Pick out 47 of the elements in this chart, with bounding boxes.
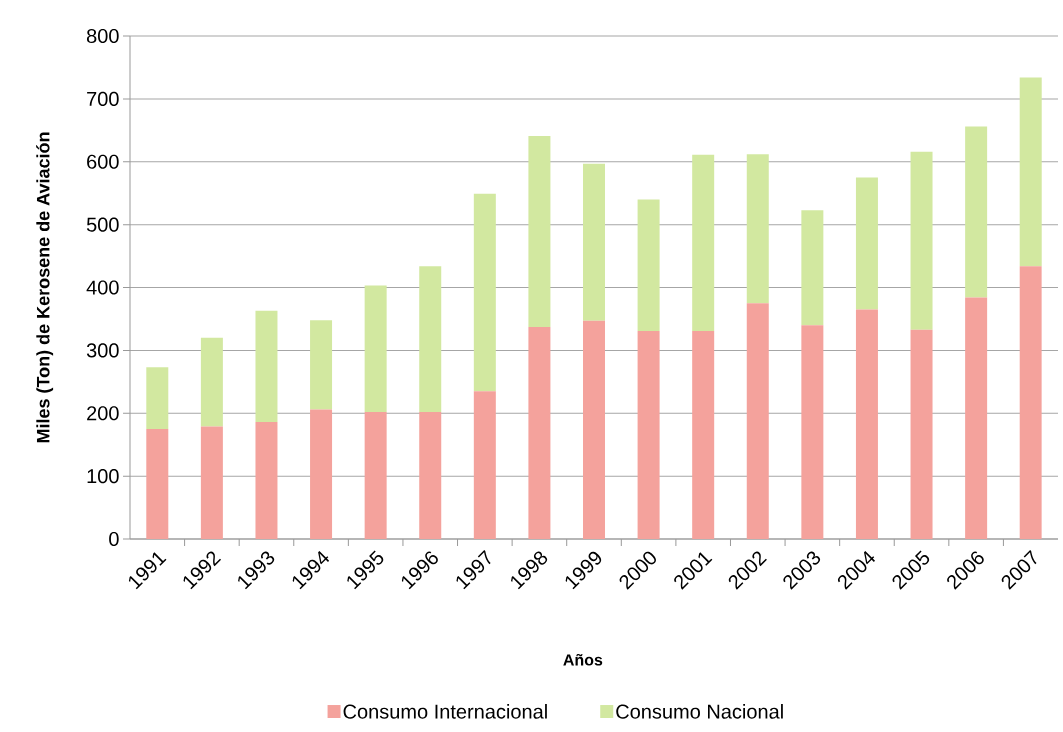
bar <box>692 154 715 331</box>
x-axis-title: Años <box>563 653 603 666</box>
bar <box>801 325 824 539</box>
bar <box>364 285 387 412</box>
bar <box>855 309 878 539</box>
legend-label: Consumo Internacional <box>343 704 547 719</box>
y-tick-label: 100 <box>87 469 119 484</box>
bar <box>419 412 442 539</box>
bar <box>200 426 223 539</box>
bar <box>855 177 878 310</box>
bar <box>146 428 169 539</box>
bar <box>746 303 769 539</box>
bar <box>746 154 769 304</box>
y-tick-label: 600 <box>87 154 119 169</box>
y-axis-title: Miles (Ton) de Kerosene de Aviación <box>36 132 54 443</box>
bar <box>583 163 606 321</box>
bar <box>910 329 933 539</box>
y-tick-label: 400 <box>86 280 119 295</box>
bar <box>637 199 660 331</box>
bar <box>528 135 551 328</box>
bar <box>310 409 333 539</box>
y-tick-label: 300 <box>86 343 119 358</box>
y-tick-label: 0 <box>109 531 119 547</box>
bar <box>255 422 278 539</box>
bar <box>419 266 442 412</box>
bar <box>200 337 223 427</box>
bar <box>583 320 606 539</box>
y-tick-label: 500 <box>86 217 119 232</box>
bar <box>692 330 715 539</box>
bar <box>801 210 824 326</box>
bar <box>965 297 988 539</box>
bar <box>255 310 278 423</box>
y-tick-label: 200 <box>87 406 119 421</box>
bar <box>473 391 496 539</box>
bar <box>364 412 387 539</box>
bar <box>473 193 496 392</box>
bar <box>637 330 660 539</box>
bar <box>965 126 988 298</box>
bar <box>146 367 169 429</box>
bar <box>910 151 933 330</box>
bar <box>528 327 551 539</box>
y-tick-label: 800 <box>86 28 119 44</box>
legend-label: Consumo Nacional <box>616 704 783 719</box>
bar <box>1019 77 1042 267</box>
bar <box>1019 266 1042 539</box>
y-tick-label: 700 <box>87 91 119 106</box>
bar <box>310 320 333 410</box>
